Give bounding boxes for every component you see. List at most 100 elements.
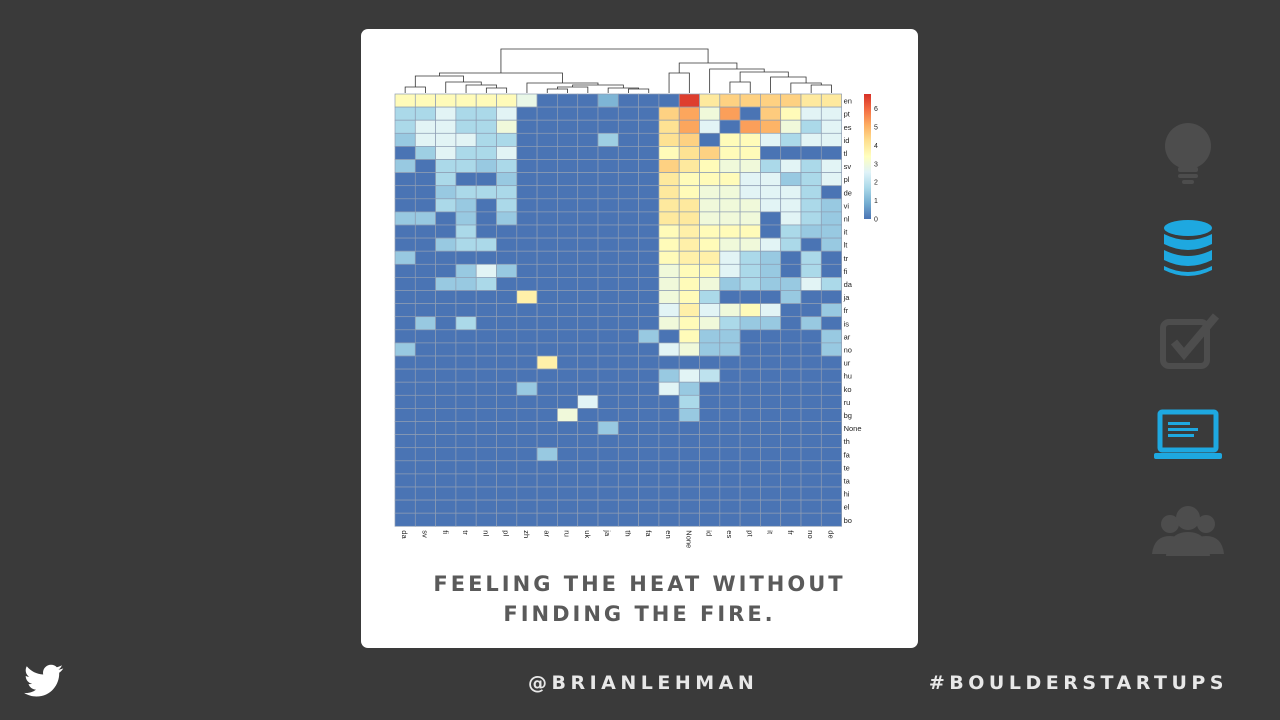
heatmap-cell	[496, 106, 518, 121]
heatmap-cell	[658, 93, 680, 108]
heatmap-cell	[638, 473, 660, 488]
heatmap-cell	[760, 211, 782, 226]
heatmap-cell	[455, 250, 477, 265]
heatmap-cell	[455, 224, 477, 239]
heatmap-cell	[800, 329, 822, 344]
heatmap-cell	[678, 408, 700, 422]
heatmap-cell	[699, 329, 721, 344]
heatmap-cell	[435, 93, 457, 108]
heatmap-cell	[658, 146, 680, 160]
heatmap-cell	[577, 434, 599, 449]
heatmap-cell	[394, 368, 416, 383]
heatmap-cell	[678, 146, 700, 160]
heatmap-cell	[496, 447, 518, 462]
heatmap-cell	[577, 486, 599, 501]
heatmap-cell	[597, 198, 619, 213]
heatmap-cell	[557, 224, 579, 239]
heatmap-cell	[617, 394, 639, 409]
heatmap-cell	[617, 316, 639, 331]
lightbulb-icon[interactable]	[1150, 112, 1226, 188]
heatmap-cell	[739, 303, 761, 318]
heatmap-cell	[414, 198, 436, 213]
heatmap-cell	[719, 211, 741, 226]
column-label: zh	[522, 530, 531, 538]
heatmap-cell	[658, 316, 680, 331]
heatmap-cell	[780, 277, 802, 291]
heatmap-cell	[780, 290, 802, 304]
heatmap-cell	[597, 93, 619, 108]
heatmap-cell	[678, 447, 700, 462]
twitter-handle[interactable]: @BRIANLEHMAN	[528, 672, 759, 694]
heatmap-cell	[800, 473, 822, 488]
heatmap-cell	[597, 316, 619, 331]
heatmap-cell	[536, 106, 558, 121]
heatmap-cell	[435, 329, 457, 344]
heatmap-cell	[678, 512, 700, 527]
twitter-icon[interactable]	[24, 664, 64, 700]
heatmap-cell	[638, 512, 660, 527]
heatmap-cell	[800, 355, 822, 370]
heatmap-cell	[496, 277, 518, 291]
heatmap-cell	[414, 512, 436, 527]
heatmap-cell	[638, 368, 660, 383]
heatmap-cell	[800, 303, 822, 318]
heatmap-cell	[820, 198, 842, 213]
heatmap-cell	[699, 512, 721, 527]
heatmap-cell	[394, 172, 416, 187]
users-icon[interactable]	[1150, 496, 1226, 572]
heatmap-cell	[820, 211, 842, 226]
heatmap-cell	[699, 198, 721, 213]
heatmap-cell	[780, 250, 802, 265]
heatmap-cell	[597, 159, 619, 173]
heatmap-cell	[617, 368, 639, 383]
database-icon[interactable]	[1150, 210, 1226, 286]
heatmap-cell	[435, 132, 457, 147]
dendrogram-link	[414, 75, 464, 87]
heatmap-cell	[597, 434, 619, 449]
row-label: nl	[844, 214, 850, 223]
heatmap-cell	[516, 303, 538, 318]
heatmap-cell	[557, 172, 579, 187]
heatmap-cell	[455, 408, 477, 422]
heatmap-cell	[455, 277, 477, 291]
heatmap-cell	[516, 172, 538, 187]
heatmap-cell	[475, 211, 497, 226]
heatmap-cell	[475, 237, 497, 252]
row-label: tl	[844, 149, 848, 158]
heatmap-cell	[678, 434, 700, 449]
row-label: pt	[844, 110, 851, 119]
heatmap-cell	[638, 146, 660, 160]
row-label: None	[844, 424, 862, 433]
heatmap-cell	[699, 408, 721, 422]
heatmap-cell	[475, 263, 497, 278]
heatmap-cell	[739, 381, 761, 396]
heatmap-cell	[658, 106, 680, 121]
heatmap-cell	[496, 211, 518, 226]
heatmap-cell	[699, 224, 721, 239]
heatmap-cell	[516, 250, 538, 265]
heatmap-cell	[557, 250, 579, 265]
heatmap-cell	[577, 250, 599, 265]
heatmap-cell	[516, 198, 538, 213]
heatmap-cell	[394, 434, 416, 449]
heatmap-cell	[496, 132, 518, 147]
row-label: ru	[844, 398, 851, 407]
laptop-icon[interactable]	[1150, 400, 1226, 476]
heatmap-cell	[557, 460, 579, 475]
slide-caption: FEELING THE HEAT WITHOUT FINDING THE FIR…	[361, 569, 918, 629]
checkbox-icon[interactable]	[1150, 306, 1226, 382]
dendrogram-link	[465, 84, 497, 93]
heatmap-cell	[597, 381, 619, 396]
heatmap-cell	[678, 486, 700, 501]
heatmap-cell	[739, 106, 761, 121]
heatmap-cell	[780, 329, 802, 344]
heatmap-cell	[739, 329, 761, 344]
heatmap-cell	[557, 119, 579, 134]
heatmap-cell	[597, 486, 619, 501]
row-label: th	[844, 437, 850, 446]
heatmap-cell	[638, 119, 660, 134]
heatmap-cell	[658, 368, 680, 383]
heatmap-cell	[800, 277, 822, 291]
heatmap-cell	[516, 355, 538, 370]
heatmap-cell	[496, 355, 518, 370]
